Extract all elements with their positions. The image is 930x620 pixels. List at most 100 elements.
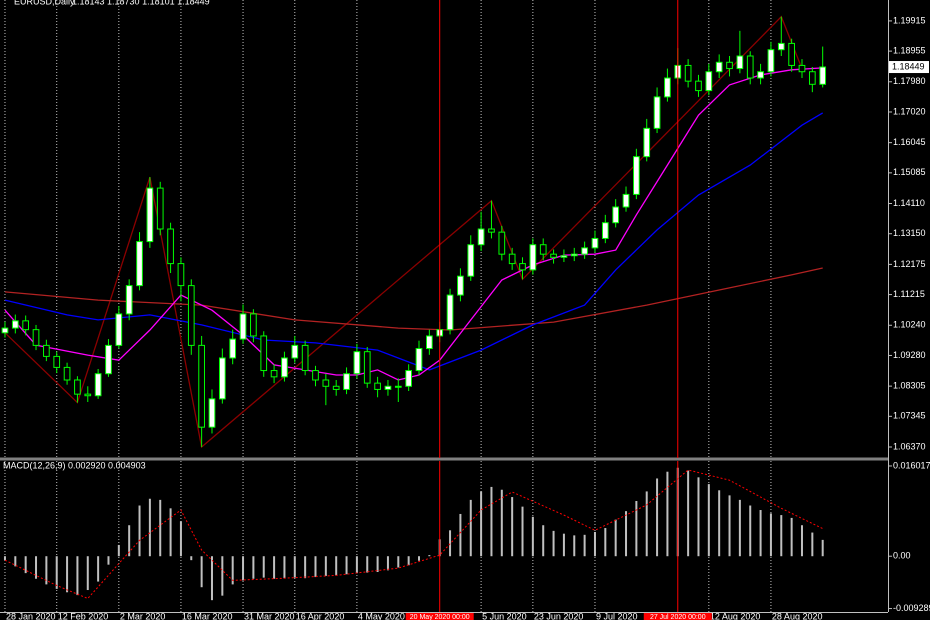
histogram-bar bbox=[304, 556, 307, 579]
candle-body bbox=[177, 263, 185, 287]
histogram-bar bbox=[190, 556, 193, 561]
histogram-bar bbox=[117, 544, 120, 557]
candle-body bbox=[11, 320, 19, 329]
histogram-bar bbox=[511, 497, 514, 557]
histogram-bar bbox=[169, 508, 172, 557]
candle-body bbox=[622, 193, 630, 208]
histogram-bar bbox=[625, 511, 628, 557]
candle-body bbox=[394, 385, 402, 388]
histogram-bar bbox=[200, 556, 203, 588]
y-tick-label: 1.10240 bbox=[893, 320, 926, 330]
candle-body bbox=[374, 382, 381, 390]
candle-body bbox=[467, 244, 475, 277]
candle-body bbox=[187, 285, 195, 346]
marker-label: 20 May 2020 00:00 bbox=[410, 614, 470, 620]
candle-body bbox=[664, 77, 671, 98]
x-tick-label: 12 Feb 2020 bbox=[58, 611, 109, 620]
candle-body bbox=[426, 335, 433, 350]
histogram-bar bbox=[35, 556, 38, 579]
histogram-bar bbox=[76, 556, 79, 596]
histogram-bar bbox=[283, 556, 286, 579]
histogram-bar bbox=[428, 555, 431, 557]
y-tick-label: 1.18955 bbox=[893, 45, 926, 55]
candle-body bbox=[156, 187, 164, 230]
histogram-bar bbox=[604, 528, 607, 557]
histogram-bar bbox=[14, 556, 17, 567]
histogram-bar bbox=[542, 525, 545, 557]
candle-body bbox=[353, 351, 361, 375]
histogram-bar bbox=[697, 477, 700, 557]
candle-body bbox=[363, 351, 371, 384]
candle-body bbox=[819, 66, 827, 85]
histogram-bar bbox=[718, 490, 721, 557]
candle-body bbox=[498, 231, 506, 255]
candle-body bbox=[53, 355, 61, 368]
y-tick-label: 1.19915 bbox=[893, 15, 926, 25]
candle-body bbox=[312, 370, 319, 381]
histogram-bar bbox=[335, 556, 338, 576]
x-tick-label: 28 Aug 2020 bbox=[772, 611, 823, 620]
candle-body bbox=[591, 237, 599, 249]
histogram-bar bbox=[231, 556, 234, 585]
y-tick-label: 0.016017 bbox=[893, 460, 930, 470]
candle-body bbox=[115, 313, 123, 346]
candle-body bbox=[32, 329, 40, 346]
histogram-bar bbox=[759, 510, 762, 557]
x-tick-label: 23 Jun 2020 bbox=[534, 611, 584, 620]
y-tick-label: 1.12175 bbox=[893, 259, 926, 269]
candle-body bbox=[405, 370, 412, 387]
x-tick-label: 9 Jul 2020 bbox=[596, 611, 638, 620]
candle-body bbox=[84, 393, 92, 397]
candle-body bbox=[767, 49, 775, 73]
x-tick-label: 2 Mar 2020 bbox=[120, 611, 166, 620]
histogram-bar bbox=[210, 556, 213, 601]
plot-area bbox=[3, 461, 824, 612]
y-tick-label: -0.009289 bbox=[893, 603, 930, 613]
histogram-bar bbox=[780, 515, 783, 557]
y-tick-label: 1.16045 bbox=[893, 137, 926, 147]
chart-subtitle: 1.18143 1.18730 1.18101 1.18449 bbox=[72, 0, 210, 6]
histogram-bar bbox=[656, 478, 659, 557]
histogram-bar bbox=[45, 556, 48, 585]
histogram-bar bbox=[635, 501, 638, 557]
y-tick-label: 0.00 bbox=[893, 551, 911, 561]
y-tick-label: 1.11215 bbox=[893, 289, 925, 299]
histogram-bar bbox=[666, 471, 669, 557]
histogram-bar bbox=[138, 505, 141, 557]
candle-body bbox=[94, 373, 102, 397]
histogram-bar bbox=[707, 484, 710, 557]
candle-body bbox=[529, 244, 537, 271]
candle-body bbox=[715, 61, 723, 73]
candle-body bbox=[250, 313, 257, 337]
candle-body bbox=[457, 275, 464, 296]
histogram-bar bbox=[521, 506, 524, 557]
histogram-bar bbox=[355, 556, 358, 574]
histogram-bar bbox=[397, 556, 400, 568]
histogram-bar bbox=[500, 489, 503, 557]
y-tick-label: 1.06370 bbox=[893, 441, 926, 451]
histogram-bar bbox=[55, 556, 58, 589]
candle-body bbox=[581, 247, 588, 255]
candle-body bbox=[125, 285, 133, 315]
histogram-bar bbox=[614, 519, 617, 557]
candle-body bbox=[198, 344, 205, 428]
candle-body bbox=[22, 320, 30, 331]
x-tick-label: 16 Apr 2020 bbox=[296, 611, 345, 620]
histogram-bar bbox=[593, 531, 596, 557]
histogram-bar bbox=[128, 525, 131, 557]
histogram-bar bbox=[273, 556, 276, 579]
y-tick-label: 1.17980 bbox=[893, 76, 926, 86]
marker-label-box bbox=[405, 613, 474, 620]
candle-body bbox=[322, 379, 330, 387]
histogram-bar bbox=[221, 556, 224, 596]
candle-body bbox=[570, 253, 578, 257]
histogram-bar bbox=[314, 556, 317, 578]
candle-body bbox=[601, 222, 609, 239]
candle-body bbox=[757, 71, 764, 79]
candle-body bbox=[218, 357, 226, 400]
histogram-bar bbox=[86, 556, 89, 591]
y-tick-label: 1.14110 bbox=[893, 198, 925, 208]
histogram-bar bbox=[749, 505, 752, 557]
histogram-bar bbox=[376, 556, 379, 572]
